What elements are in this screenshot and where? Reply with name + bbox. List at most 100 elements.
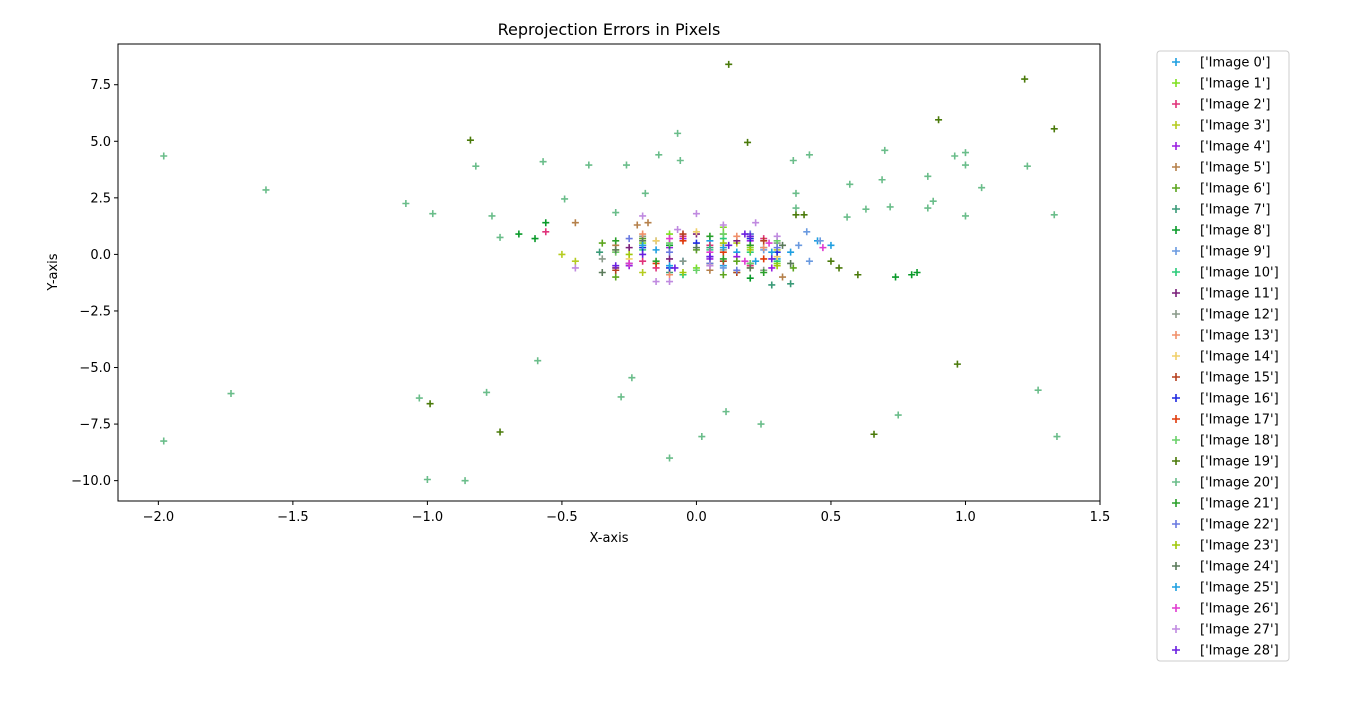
x-tick-label: 0.0 [686,510,707,525]
data-point [792,189,800,197]
x-tick-label: −1.0 [412,510,444,525]
legend-entry: ['Image 28'] [1200,644,1279,659]
data-point [924,204,932,212]
data-point [760,237,768,245]
data-point [423,476,431,484]
data-point [961,161,969,169]
data-point [666,271,674,279]
x-axis-label: X-axis [590,531,629,546]
legend-marker [1172,184,1180,192]
y-axis: −10.0 −7.5 −5.0 −2.5 0.0 2.5 5.0 7.5 [71,78,118,489]
legend-marker [1172,100,1180,108]
data-point [666,255,674,263]
data-point [725,241,733,249]
data-point [787,248,795,256]
legend-marker [1172,310,1180,318]
data-point [1023,162,1031,170]
data-point [741,257,749,265]
data-point [805,151,813,159]
data-point [652,257,660,265]
data-point [935,116,943,124]
legend-entry: ['Image 7'] [1200,203,1270,218]
data-point [733,232,741,240]
data-point [892,273,900,281]
data-point [612,246,620,254]
legend-marker [1172,499,1180,507]
data-point [719,255,727,263]
data-point [929,197,937,205]
legend-entry: ['Image 9'] [1200,245,1270,260]
legend-entry: ['Image 17'] [1200,413,1279,428]
data-point [752,219,760,227]
y-tick-label: 0.0 [90,248,111,263]
data-point [746,246,754,254]
data-point [571,257,579,265]
legend-entry: ['Image 4'] [1200,140,1270,155]
data-point [706,262,714,270]
data-point [622,161,630,169]
data-point [612,262,620,270]
legend-marker [1172,163,1180,171]
data-point [598,239,606,247]
legend-entry: ['Image 10'] [1200,266,1279,281]
legend-marker [1172,331,1180,339]
data-point [846,180,854,188]
data-point [803,228,811,236]
legend-entry: ['Image 0'] [1200,56,1270,71]
data-point [625,259,633,267]
legend-entry: ['Image 12'] [1200,308,1279,323]
legend-entry: ['Image 2'] [1200,98,1270,113]
data-point [639,269,647,276]
legend: ['Image 0'] ['Image 1'] ['Image 2'] ['Image… [1156,50,1290,662]
legend-marker [1172,520,1180,528]
data-point [719,230,727,238]
data-point [768,264,776,272]
data-point [692,228,700,236]
data-point [633,221,641,229]
legend-entry: ['Image 16'] [1200,392,1279,407]
data-point [835,264,843,272]
data-point [800,211,808,219]
x-tick-label: 1.5 [1090,510,1111,525]
data-point [773,232,781,240]
legend-entry: ['Image 6'] [1200,182,1270,197]
legend-marker [1172,58,1180,66]
data-point [881,146,889,154]
legend-entry: ['Image 22'] [1200,518,1279,533]
data-point [787,280,795,288]
data-point [746,232,754,240]
data-point [160,437,168,445]
x-tick-label: −0.5 [546,510,578,525]
data-point [483,388,491,396]
data-point [671,264,679,272]
data-point [760,244,768,252]
series-image-23 [625,239,781,276]
chart-title: Reprojection Errors in Pixels [498,20,721,39]
data-point [625,235,633,243]
data-point [571,264,579,272]
series-image-14 [625,228,781,272]
data-point [719,244,727,252]
series-image-5 [571,219,787,281]
data-point [539,158,547,166]
data-point [542,228,550,236]
data-point [639,230,647,238]
data-point [792,211,800,219]
data-point [951,152,959,160]
legend-entry: ['Image 18'] [1200,434,1279,449]
data-point [674,226,682,234]
data-point [496,233,504,241]
legend-entry: ['Image 26'] [1200,602,1279,617]
legend-marker [1172,604,1180,612]
data-point [843,213,851,221]
data-point [625,250,633,258]
data-point [978,184,986,192]
data-point [827,257,835,265]
legend-entry: ['Image 24'] [1200,560,1279,575]
series-image-22 [625,230,781,274]
series-image-24 [598,237,795,276]
data-point [666,262,674,270]
legend-marker [1172,583,1180,591]
x-axis: −2.0 −1.5 −1.0 −0.5 0.0 0.5 1.0 1.5 [143,501,1111,525]
y-tick-label: 2.5 [90,191,111,206]
